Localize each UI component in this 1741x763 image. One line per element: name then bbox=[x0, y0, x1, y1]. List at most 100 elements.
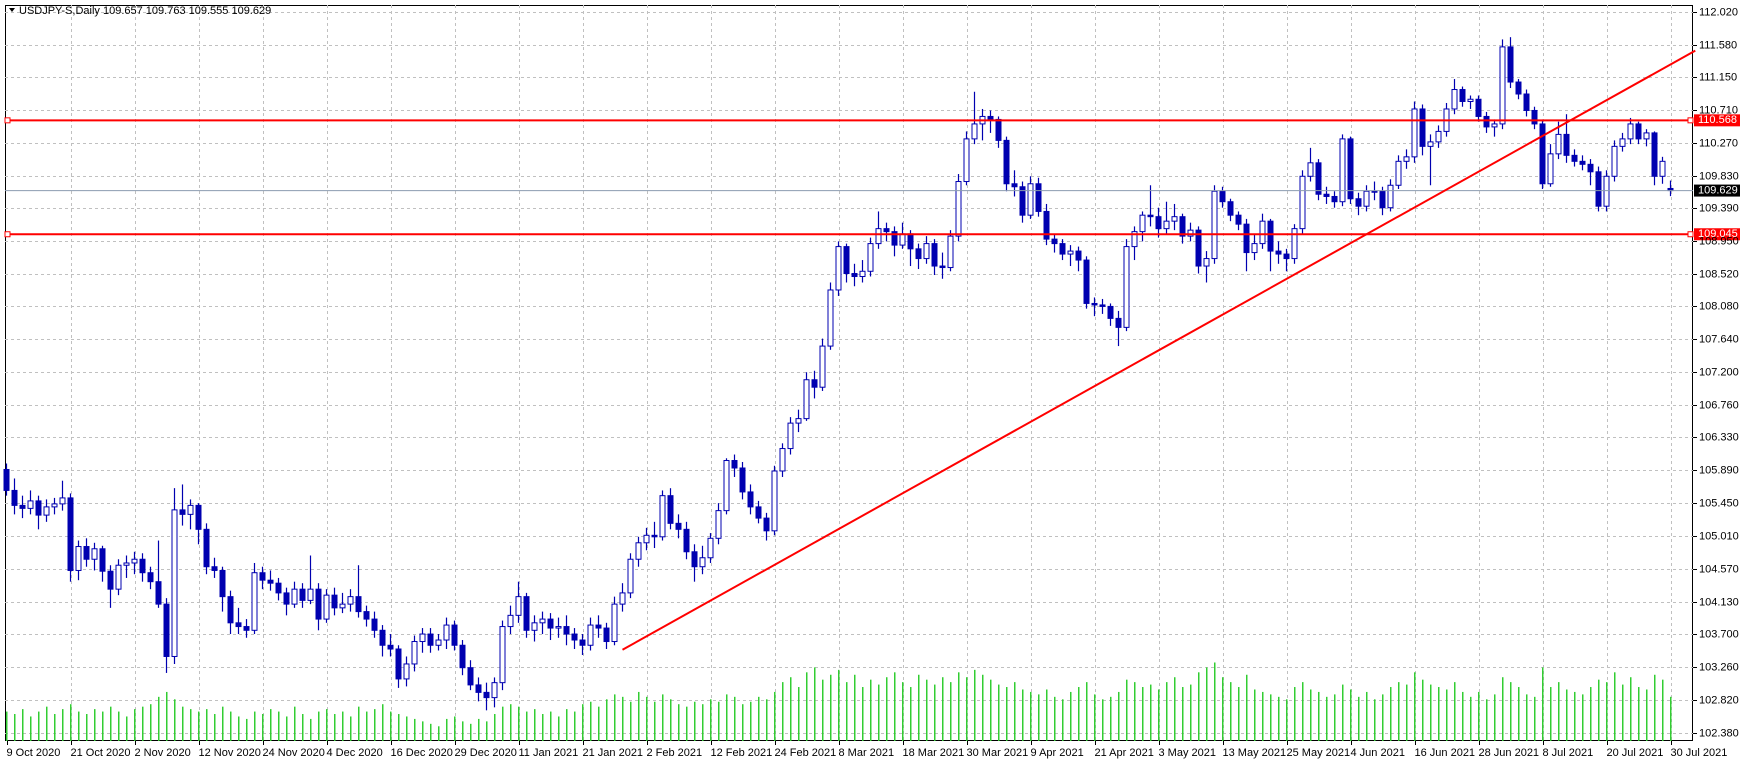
volume-bar bbox=[1006, 687, 1008, 741]
volume-bar bbox=[1526, 694, 1528, 741]
y-tick-label: 104.570 bbox=[1699, 563, 1739, 575]
candle-body bbox=[1251, 243, 1258, 254]
volume-bar bbox=[222, 706, 224, 741]
candle-body bbox=[115, 564, 122, 590]
x-tick-label: 2 Feb 2021 bbox=[647, 747, 703, 759]
volume-bar bbox=[1062, 699, 1064, 741]
volume-bar bbox=[654, 701, 656, 741]
x-tick-label: 25 May 2021 bbox=[1287, 747, 1351, 759]
candle-body bbox=[891, 231, 898, 246]
candle-body bbox=[1139, 214, 1146, 233]
volume-bar bbox=[1030, 691, 1032, 741]
candle-body bbox=[1203, 258, 1210, 267]
volume-bar bbox=[862, 687, 864, 741]
volume-bar bbox=[1094, 694, 1096, 741]
volume-bar bbox=[78, 711, 80, 741]
volume-bar bbox=[1078, 687, 1080, 741]
volume-bar bbox=[1126, 679, 1128, 741]
candle-body bbox=[467, 667, 474, 686]
candle-body bbox=[1411, 108, 1418, 158]
volume-bar bbox=[358, 706, 360, 741]
volume-bar bbox=[1422, 679, 1424, 741]
candle-body bbox=[555, 626, 562, 629]
candle-body bbox=[395, 648, 402, 680]
volume-bar bbox=[958, 672, 960, 741]
candle-body bbox=[179, 509, 186, 515]
candle-body bbox=[275, 582, 282, 594]
volume-bar bbox=[926, 679, 928, 741]
volume-bar bbox=[1326, 696, 1328, 741]
candle-body bbox=[651, 534, 658, 538]
candle-body bbox=[323, 594, 330, 620]
volume-bar bbox=[1374, 699, 1376, 741]
y-tick-label: 108.080 bbox=[1699, 300, 1739, 312]
candle-body bbox=[931, 243, 938, 267]
candle-body bbox=[427, 633, 434, 646]
candle-body bbox=[1083, 259, 1090, 304]
volume-bar bbox=[742, 704, 744, 741]
candle-body bbox=[995, 118, 1002, 141]
candle-body bbox=[1539, 123, 1546, 185]
volume-bar bbox=[1446, 689, 1448, 741]
volume-bar bbox=[1182, 687, 1184, 741]
x-tick-label: 12 Nov 2020 bbox=[199, 747, 261, 759]
volume-bar bbox=[1398, 682, 1400, 741]
y-tick-label: 103.260 bbox=[1699, 661, 1739, 673]
x-tick-label: 4 Dec 2020 bbox=[327, 747, 383, 759]
volume-bar bbox=[118, 711, 120, 741]
candle-body bbox=[1451, 89, 1458, 110]
volume-bar bbox=[622, 696, 624, 741]
candle-body bbox=[1387, 184, 1394, 209]
candle-body bbox=[1379, 190, 1386, 209]
candle-body bbox=[1283, 253, 1290, 260]
volume-bar bbox=[6, 711, 8, 741]
candle-body bbox=[155, 581, 162, 605]
candle-body bbox=[1507, 46, 1514, 83]
volume-bar bbox=[582, 704, 584, 741]
candle-body bbox=[507, 614, 514, 628]
volume-bar bbox=[1174, 677, 1176, 741]
candle-body bbox=[259, 572, 266, 581]
volume-bar bbox=[1462, 691, 1464, 741]
volume-bar bbox=[902, 682, 904, 741]
x-tick-label: 28 Jun 2021 bbox=[1479, 747, 1540, 759]
y-tick-label: 103.700 bbox=[1699, 628, 1739, 640]
candle-body bbox=[1635, 123, 1642, 140]
volume-bar bbox=[230, 711, 232, 741]
trend-line bbox=[622, 49, 1696, 651]
y-tick-label: 102.820 bbox=[1699, 694, 1739, 706]
candle-body bbox=[475, 684, 482, 693]
candle-body bbox=[187, 504, 194, 515]
volume-bar bbox=[534, 709, 536, 741]
volume-bar bbox=[1022, 689, 1024, 741]
volume-bar bbox=[30, 716, 32, 741]
volume-bar bbox=[870, 679, 872, 741]
candle-body bbox=[1563, 133, 1570, 156]
volume-bar bbox=[1614, 672, 1616, 741]
volume-bar bbox=[1406, 684, 1408, 741]
volume-bar bbox=[366, 711, 368, 741]
candle-body bbox=[955, 181, 962, 237]
candle-body bbox=[739, 467, 746, 493]
price-label: 109.629 bbox=[1698, 184, 1738, 196]
candle-body bbox=[731, 460, 738, 469]
candle-body bbox=[523, 596, 530, 631]
volume-bar bbox=[494, 714, 496, 741]
volume-bar bbox=[878, 684, 880, 741]
volume-bar bbox=[966, 677, 968, 741]
volume-bar bbox=[1478, 691, 1480, 741]
volume-bar bbox=[1142, 687, 1144, 741]
candle-body bbox=[1027, 183, 1034, 216]
x-tick-label: 30 Jul 2021 bbox=[1671, 747, 1728, 759]
candle-body bbox=[787, 422, 794, 450]
candle-body bbox=[1395, 160, 1402, 186]
candle-body bbox=[347, 596, 354, 605]
volume-bar bbox=[910, 687, 912, 741]
candle-body bbox=[1579, 160, 1586, 165]
volume-bar bbox=[1582, 694, 1584, 741]
candle-body bbox=[971, 123, 978, 140]
candle-body bbox=[723, 460, 730, 512]
candle-body bbox=[939, 265, 946, 269]
volume-bar bbox=[1070, 691, 1072, 741]
header: USDJPY-S,Daily 109.657 109.763 109.555 1… bbox=[9, 5, 271, 17]
